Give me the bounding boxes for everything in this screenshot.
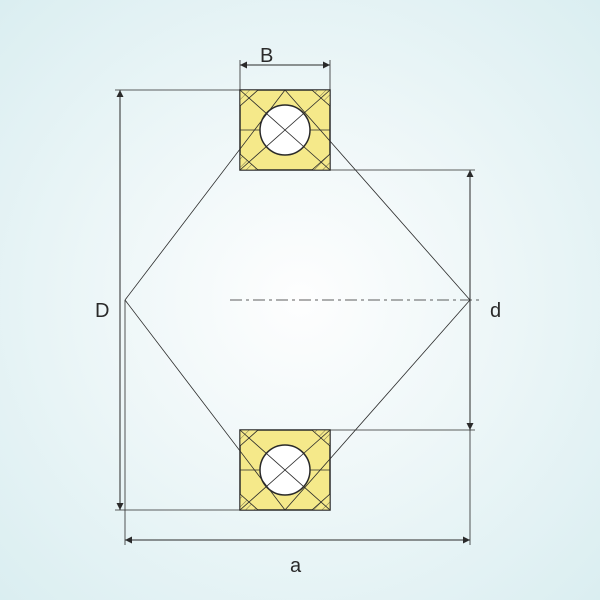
- label-a: a: [290, 555, 301, 578]
- label-d: d: [490, 300, 501, 323]
- diagram-container: B D d a: [0, 0, 600, 600]
- label-D: D: [95, 300, 109, 323]
- bearing-diagram: [0, 0, 600, 600]
- label-B: B: [260, 45, 273, 68]
